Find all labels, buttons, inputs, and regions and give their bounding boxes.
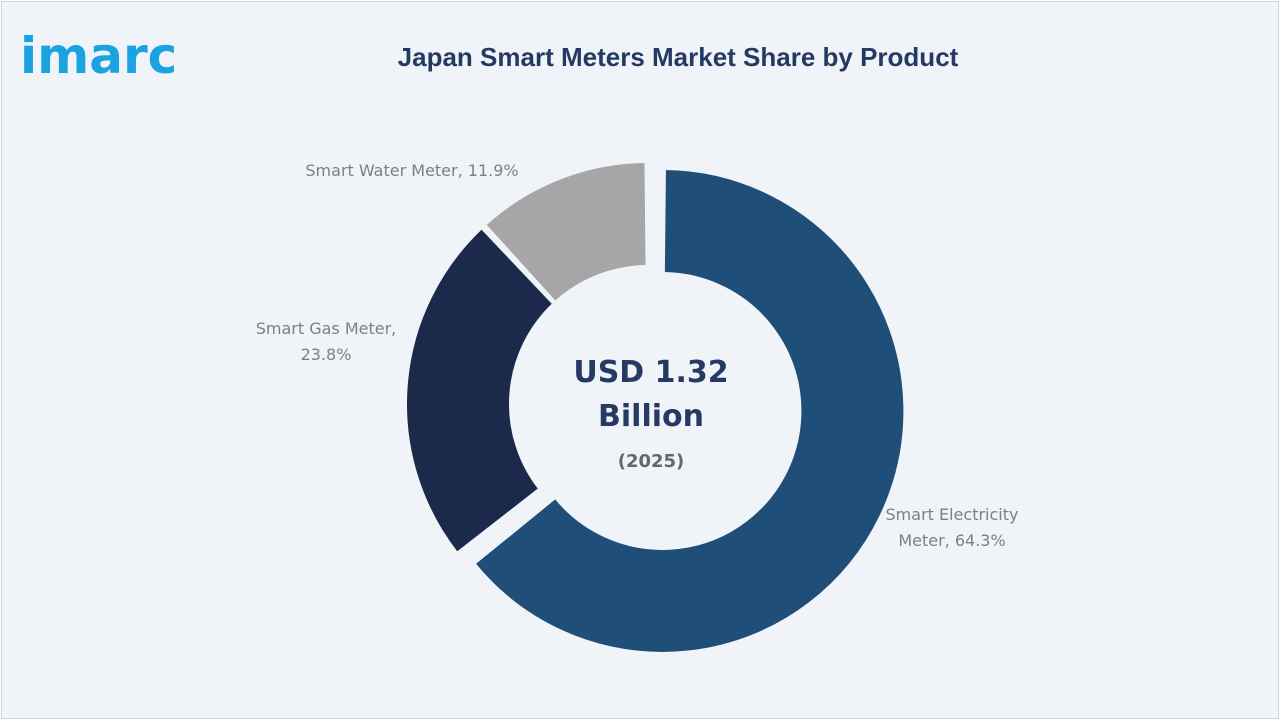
center-value-line2: Billion	[598, 399, 704, 434]
slice-label-line: Smart Electricity	[886, 505, 1019, 524]
slice-smart-gas-meter	[405, 226, 555, 555]
imarc-logo: imarc	[20, 26, 177, 86]
logo-text: imarc	[20, 27, 178, 85]
center-year: (2025)	[618, 451, 685, 472]
slice-smart-electricity-meter	[473, 167, 906, 654]
slice-label-line: Smart Water Meter, 11.9%	[305, 161, 518, 180]
slice-label-smart-water-meter: Smart Water Meter, 11.9%	[305, 161, 518, 180]
center-value-line1: USD 1.32	[573, 355, 728, 390]
slice-label-line: 23.8%	[301, 345, 352, 364]
slice-labels: Smart Electricity Meter, 64.3% Smart Gas M…	[256, 161, 1019, 550]
center-label-group: USD 1.32 Billion (2025)	[573, 355, 728, 472]
chart-title: Japan Smart Meters Market Share by Produ…	[397, 42, 959, 72]
slice-label-smart-gas-meter: Smart Gas Meter, 23.8%	[256, 319, 397, 364]
slice-label-line: Meter, 64.3%	[898, 531, 1005, 550]
slice-label-smart-electricity-meter: Smart Electricity Meter, 64.3%	[886, 505, 1019, 550]
donut-slices	[405, 161, 906, 654]
slice-smart-water-meter	[483, 161, 648, 304]
slice-label-line: Smart Gas Meter,	[256, 319, 397, 338]
